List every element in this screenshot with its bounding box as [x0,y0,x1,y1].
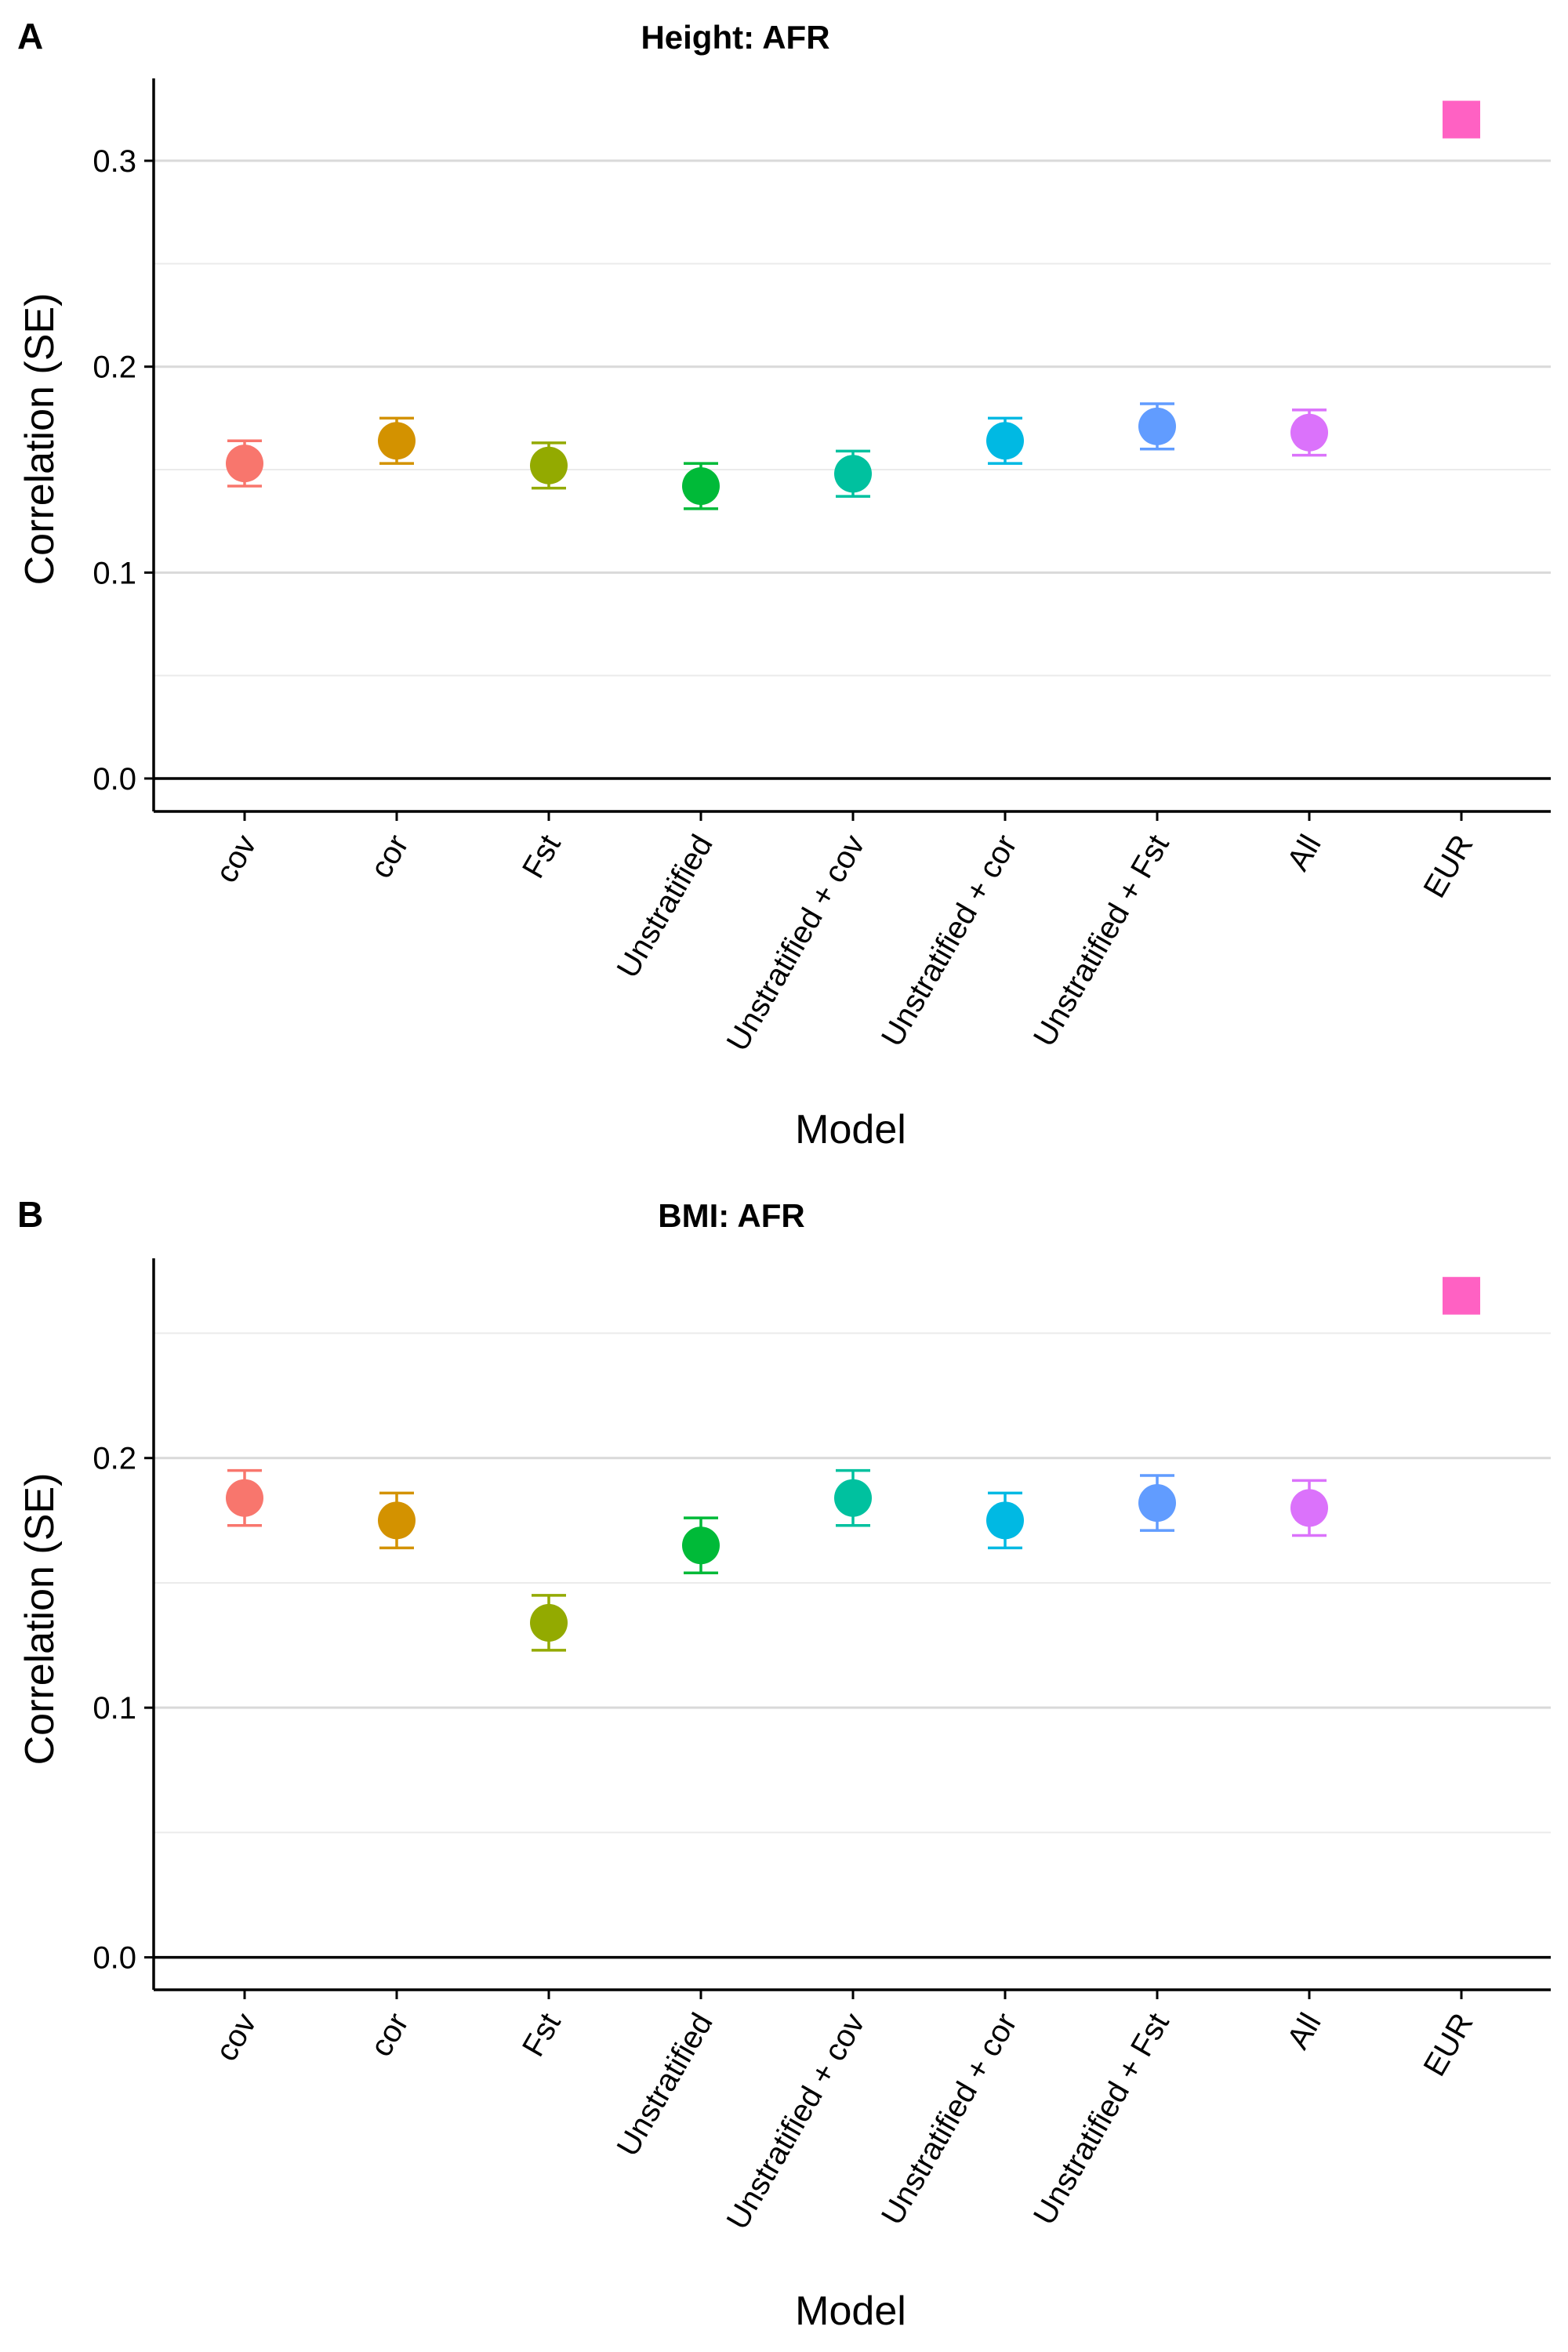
data-point [530,446,568,485]
x-tick-label: EUR [1417,829,1479,904]
x-tick-label: All [1280,2008,1327,2055]
data-point [530,1603,568,1642]
x-tick-label: Fst [516,829,568,884]
chart-title: Height: AFR [641,19,829,56]
data-point [1138,1484,1176,1523]
x-tick-label: Unstratified [611,829,720,984]
data-point [834,1479,872,1517]
x-tick-label: Unstratified + cor [875,829,1024,1053]
panel-letter: A [17,16,43,56]
data-point-square [1443,1276,1480,1315]
x-tick-label: Unstratified + cov [720,829,872,1058]
x-tick-label: cor [364,829,416,884]
x-axis-title: Model [795,1107,906,1152]
panel-b: B BMI: AFR Correlation (SE) Model 0.0 0.1… [17,1194,1551,2334]
x-tick-label: cov [209,829,263,889]
data-point [226,1479,263,1517]
x-axis-title: Model [795,2288,906,2334]
y-tick-label: 0.1 [93,556,136,590]
y-axis-title: Correlation (SE) [17,1473,63,1766]
x-tick-label: Unstratified [611,2008,720,2162]
x-tick-label: Fst [516,2008,568,2063]
x-tick-label: All [1280,829,1327,877]
data-point [1290,1489,1328,1527]
y-tick-label: 0.2 [93,1442,136,1476]
data-point [986,422,1024,460]
x-tick-label: cov [209,2008,263,2067]
data-point [378,422,416,460]
data-point [986,1501,1024,1540]
x-tick-label: Unstratified + Fst [1027,2008,1176,2231]
x-tick-label: Unstratified + cor [875,2008,1024,2231]
data-point [682,467,720,506]
panel-a: A Height: AFR Correlation (SE) Model 0.0… [17,16,1551,1152]
data-point [682,1526,720,1565]
panel-letter: B [17,1194,43,1235]
chart-title: BMI: AFR [658,1197,804,1234]
y-axis-title: Correlation (SE) [17,293,63,586]
data-point [378,1501,416,1540]
x-tick-label: Unstratified + cov [720,2008,872,2236]
y-tick-label: 0.0 [93,762,136,797]
data-point [226,445,263,483]
x-tick-label: cor [364,2008,416,2063]
x-tick-label: Unstratified + Fst [1027,829,1176,1053]
x-tick-label: EUR [1417,2008,1479,2082]
y-tick-label: 0.3 [93,144,136,179]
data-point [1290,413,1328,452]
data-point [1138,407,1176,445]
data-point [834,455,872,493]
y-tick-label: 0.0 [93,1941,136,1976]
data-point-square [1443,100,1480,139]
y-tick-label: 0.2 [93,350,136,385]
y-tick-label: 0.1 [93,1691,136,1726]
